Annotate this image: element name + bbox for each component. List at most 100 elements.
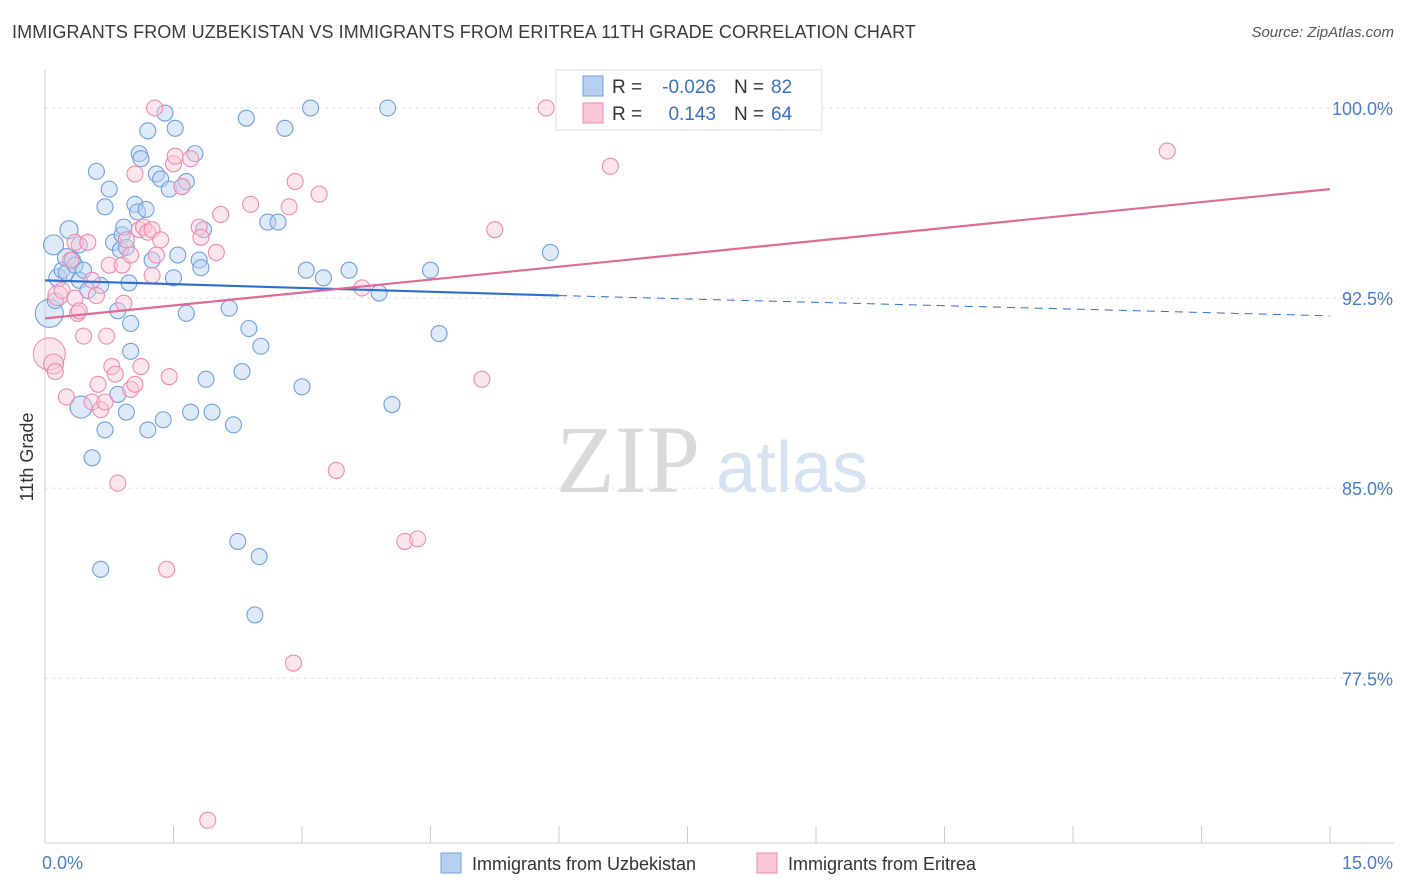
point-eritrea xyxy=(173,178,191,196)
point-uzbekistan xyxy=(177,304,195,322)
point-uzbekistan xyxy=(109,385,127,403)
point-uzbekistan xyxy=(314,269,332,287)
point-eritrea xyxy=(601,157,619,175)
point-uzbekistan xyxy=(250,548,268,566)
chart-source: Source: ZipAtlas.com xyxy=(1251,24,1394,41)
trend-line-uzbekistan xyxy=(44,279,560,297)
point-uzbekistan xyxy=(117,403,135,421)
point-uzbekistan xyxy=(224,416,243,434)
point-eritrea xyxy=(98,327,116,345)
point-eritrea xyxy=(537,99,555,117)
watermark-atlas: atlas xyxy=(716,428,868,508)
point-uzbekistan xyxy=(421,261,440,279)
point-eritrea xyxy=(160,368,178,386)
point-eritrea xyxy=(310,185,328,203)
point-uzbekistan xyxy=(166,119,184,137)
y-tick-labels: 100.0% 92.5% 85.0% 77.5% xyxy=(1332,99,1393,689)
point-uzbekistan xyxy=(259,213,277,231)
axes xyxy=(44,70,1394,844)
point-uzbekistan xyxy=(87,162,105,180)
x-tick-labels: 0.0% 15.0% xyxy=(42,853,1393,873)
legend-swatch-blue xyxy=(582,75,604,97)
stats-legend: R = -0.026 N = 82 R = 0.143 N = 64 xyxy=(555,69,823,131)
point-uzbekistan xyxy=(46,292,64,310)
point-uzbekistan xyxy=(237,109,255,127)
point-uzbekistan xyxy=(160,180,178,198)
watermark-zip: ZIP xyxy=(556,406,700,513)
point-uzbekistan xyxy=(137,200,155,218)
point-eritrea xyxy=(115,294,133,312)
legend-n-label-pink: N = xyxy=(734,104,764,125)
point-eritrea xyxy=(87,287,105,305)
point-eritrea xyxy=(166,147,184,165)
legend-n-label-blue: N = xyxy=(734,77,764,98)
point-uzbekistan xyxy=(340,261,358,279)
point-eritrea xyxy=(57,388,75,406)
point-uzbekistan xyxy=(252,337,270,355)
point-eritrea xyxy=(158,560,176,578)
point-uzbekistan xyxy=(122,314,140,332)
point-uzbekistan xyxy=(122,342,140,360)
point-eritrea xyxy=(182,150,200,168)
series-legend-swatch-uzbekistan xyxy=(440,852,462,874)
point-eritrea xyxy=(280,198,298,216)
point-eritrea xyxy=(212,205,230,224)
series-legend-label-uzbekistan: Immigrants from Uzbekistan xyxy=(472,854,696,874)
series-legend-label-eritrea: Immigrants from Eritrea xyxy=(788,854,977,874)
point-uzbekistan xyxy=(83,449,101,467)
point-eritrea xyxy=(284,654,302,672)
point-eritrea xyxy=(109,474,127,492)
data-points xyxy=(32,99,1176,829)
point-uzbekistan xyxy=(233,363,251,381)
point-eritrea xyxy=(242,195,260,213)
legend-r-label-pink: R = xyxy=(612,104,642,125)
point-uzbekistan xyxy=(240,319,258,338)
point-uzbekistan xyxy=(541,243,559,262)
point-uzbekistan xyxy=(203,403,221,421)
point-uzbekistan xyxy=(43,234,65,256)
legend-swatch-pink xyxy=(582,102,604,124)
point-uzbekistan xyxy=(92,560,110,578)
point-uzbekistan xyxy=(69,395,93,419)
y-axis-label: 11th Grade xyxy=(17,413,37,502)
point-uzbekistan xyxy=(164,269,183,287)
point-eritrea xyxy=(75,327,93,345)
y-tick-label: 100.0% xyxy=(1332,99,1393,119)
point-uzbekistan xyxy=(182,403,200,421)
point-eritrea xyxy=(132,357,150,376)
point-uzbekistan xyxy=(139,122,157,140)
point-uzbekistan xyxy=(132,150,150,168)
point-eritrea xyxy=(486,221,504,239)
point-eritrea xyxy=(89,375,107,393)
point-uzbekistan xyxy=(169,246,187,264)
point-eritrea xyxy=(327,461,345,479)
y-tick-label: 85.0% xyxy=(1342,479,1393,499)
point-eritrea xyxy=(79,233,97,251)
point-uzbekistan xyxy=(220,299,238,317)
point-uzbekistan xyxy=(302,99,320,117)
point-uzbekistan xyxy=(379,99,397,117)
point-uzbekistan xyxy=(96,421,114,439)
point-uzbekistan xyxy=(383,395,401,414)
legend-r-label-blue: R = xyxy=(612,77,642,98)
point-uzbekistan xyxy=(297,261,315,279)
x-tick-label-min: 0.0% xyxy=(42,853,83,873)
point-eritrea xyxy=(207,243,225,262)
y-tick-label: 77.5% xyxy=(1342,669,1393,689)
point-uzbekistan xyxy=(293,378,311,396)
series-legend: Immigrants from Uzbekistan Immigrants fr… xyxy=(440,852,977,874)
x-tick-label-max: 15.0% xyxy=(1342,853,1393,873)
y-tick-label: 92.5% xyxy=(1342,289,1393,309)
point-uzbekistan xyxy=(96,198,114,216)
point-uzbekistan xyxy=(34,298,64,328)
gridlines xyxy=(45,107,1394,679)
point-eritrea xyxy=(46,363,64,381)
point-eritrea xyxy=(143,266,161,284)
legend-n-value-blue: 82 xyxy=(771,77,792,98)
trend-line-uzbekistan-extension xyxy=(558,295,1331,317)
point-eritrea xyxy=(199,811,217,829)
point-uzbekistan xyxy=(370,284,388,302)
point-uzbekistan xyxy=(430,325,448,343)
point-uzbekistan xyxy=(100,180,118,198)
